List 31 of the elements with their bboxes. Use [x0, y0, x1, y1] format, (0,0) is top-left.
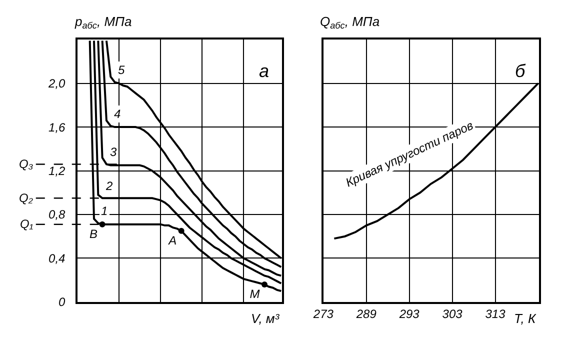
data-label: А	[168, 234, 177, 248]
x-tick-label: 293	[398, 307, 420, 322]
x-tick-label: 289	[355, 307, 377, 322]
y-tick-label: 0	[58, 295, 66, 310]
ref-line-label: Q₃	[19, 157, 34, 171]
point	[262, 281, 268, 288]
x-tick-label: 303	[442, 307, 463, 322]
ref-line-label: Q₂	[19, 191, 34, 205]
x-axis-title: T, К	[514, 311, 537, 326]
x-tick-label: 273	[312, 307, 334, 322]
x-tick-label: 313	[485, 307, 506, 322]
point	[178, 228, 184, 234]
y-axis-title: p$_{абс}$, МПа	[74, 14, 132, 31]
series-label: 1	[101, 204, 108, 218]
y-tick-label: 1,2	[48, 164, 66, 178]
annotation: а	[259, 61, 270, 81]
y-tick-label: 2,0	[48, 76, 66, 91]
y-tick-label: 1,6	[48, 120, 66, 134]
series-label: 3	[110, 145, 117, 159]
y-tick-label: 0,8	[48, 208, 66, 222]
series-label: 4	[114, 107, 121, 121]
point	[99, 221, 106, 228]
series-label: 5	[118, 63, 125, 77]
data-label: М	[250, 287, 260, 302]
text: б	[515, 61, 526, 81]
ref-line-label: Q₁	[20, 217, 34, 231]
data-label: В	[90, 227, 98, 242]
y-tick-label: 0,4	[48, 251, 66, 266]
series-label: 2	[105, 179, 113, 193]
y-axis-title: Q$_{абс}$, МПа	[320, 14, 380, 31]
x-axis-title: V, м³	[251, 311, 280, 326]
